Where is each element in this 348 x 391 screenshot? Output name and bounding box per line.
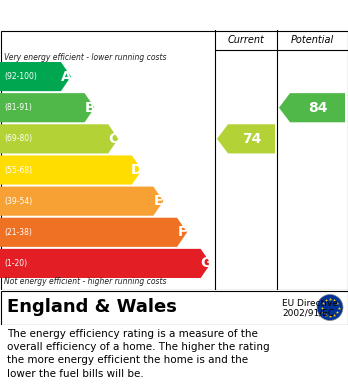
Text: England & Wales: England & Wales	[7, 298, 177, 316]
Text: D: D	[131, 163, 143, 177]
Text: B: B	[84, 101, 95, 115]
Text: Potential: Potential	[291, 35, 334, 45]
Text: 74: 74	[242, 132, 261, 146]
Text: F: F	[177, 225, 187, 239]
Text: The energy efficiency rating is a measure of the
overall efficiency of a home. T: The energy efficiency rating is a measur…	[7, 329, 270, 378]
Text: EU Directive: EU Directive	[282, 299, 338, 308]
Text: 2002/91/EC: 2002/91/EC	[282, 308, 334, 317]
Polygon shape	[0, 218, 187, 247]
Circle shape	[317, 294, 343, 321]
Text: C: C	[108, 132, 118, 146]
Text: (69-80): (69-80)	[4, 135, 32, 143]
Polygon shape	[0, 187, 164, 216]
Text: Very energy efficient - lower running costs: Very energy efficient - lower running co…	[4, 53, 166, 62]
Text: (81-91): (81-91)	[4, 103, 32, 112]
Text: A: A	[61, 70, 71, 84]
Polygon shape	[217, 124, 275, 153]
Text: Current: Current	[228, 35, 264, 45]
Polygon shape	[0, 93, 95, 122]
Text: (39-54): (39-54)	[4, 197, 32, 206]
Text: Energy Efficiency Rating: Energy Efficiency Rating	[8, 7, 218, 23]
Text: (92-100): (92-100)	[4, 72, 37, 81]
Text: (1-20): (1-20)	[4, 259, 27, 268]
Polygon shape	[279, 93, 345, 122]
Text: Not energy efficient - higher running costs: Not energy efficient - higher running co…	[4, 276, 166, 285]
Text: (55-68): (55-68)	[4, 165, 32, 174]
Polygon shape	[0, 62, 71, 91]
Text: (21-38): (21-38)	[4, 228, 32, 237]
Text: 84: 84	[308, 101, 327, 115]
Text: G: G	[200, 256, 211, 271]
Polygon shape	[0, 156, 142, 185]
Text: E: E	[154, 194, 163, 208]
Polygon shape	[0, 124, 118, 153]
Polygon shape	[0, 249, 211, 278]
